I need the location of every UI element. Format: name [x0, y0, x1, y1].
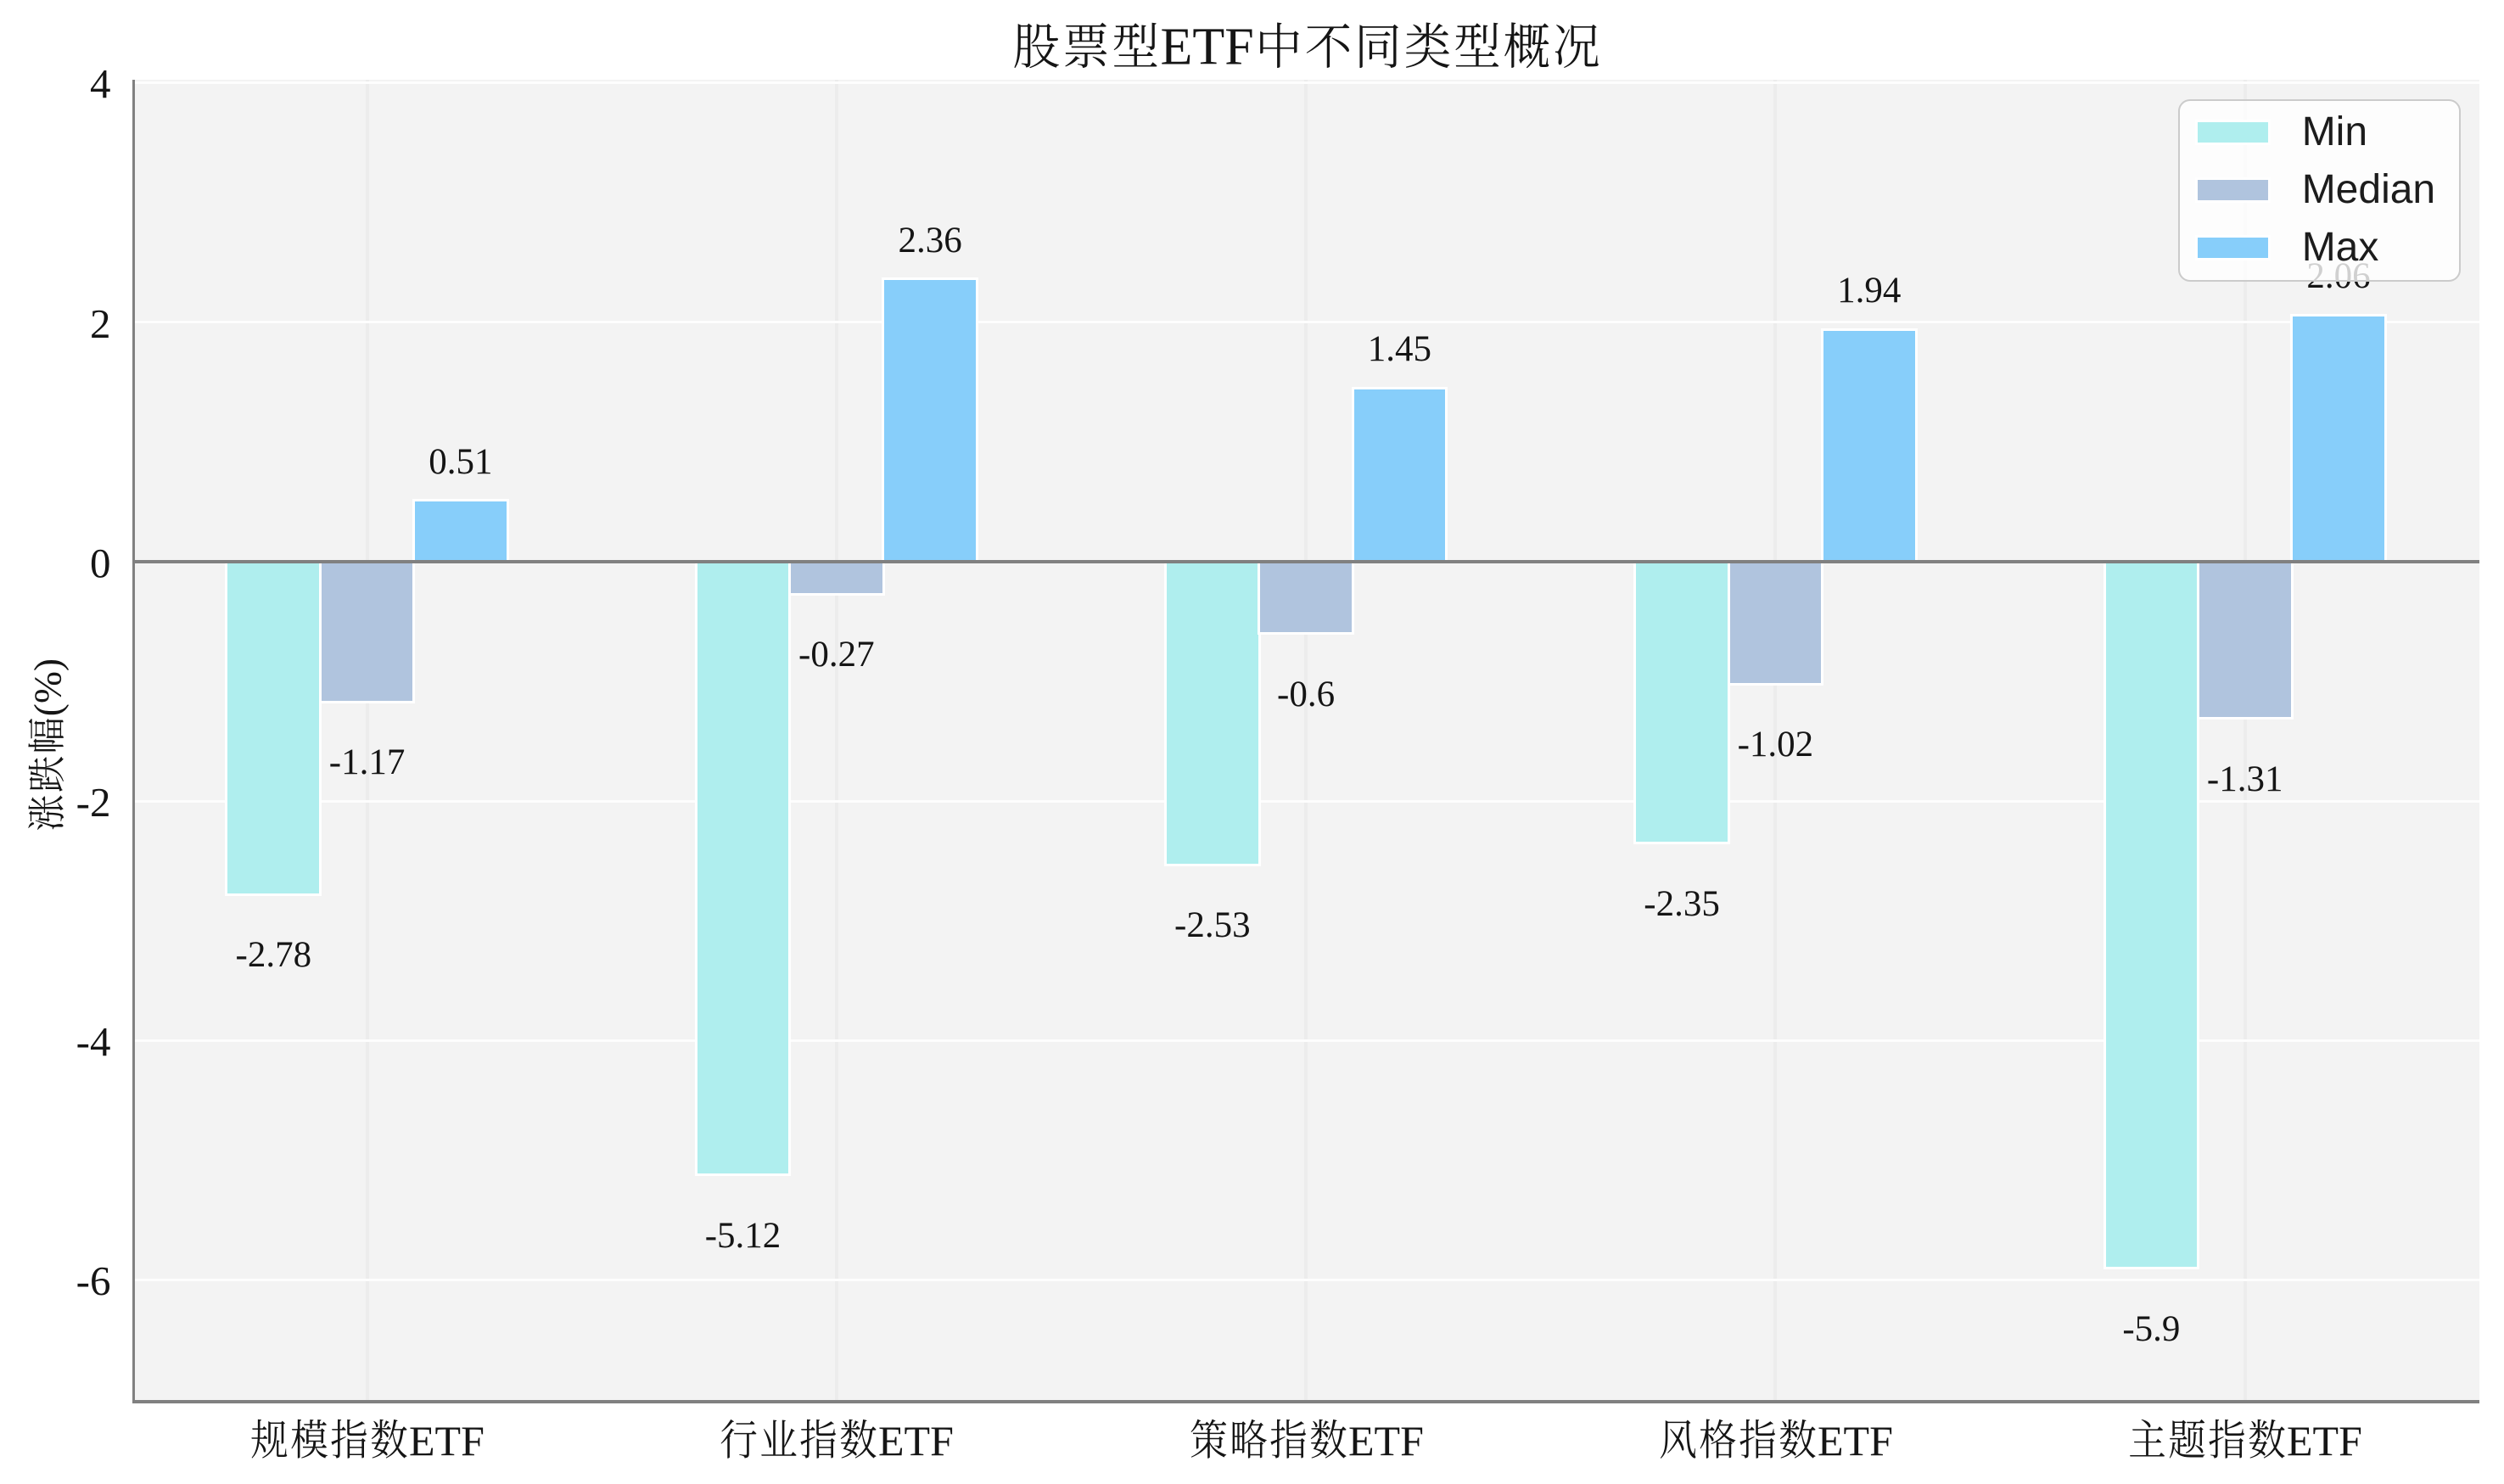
svg-text:(%): (%)	[25, 658, 69, 716]
svg-text:ETF: ETF	[2287, 1416, 2362, 1464]
svg-text:ETF: ETF	[878, 1416, 954, 1464]
svg-text:ETF: ETF	[1348, 1416, 1424, 1464]
svg-text:ETF: ETF	[1160, 18, 1253, 76]
svg-text:ETF: ETF	[1818, 1416, 1893, 1464]
svg-text:ETF: ETF	[409, 1416, 485, 1464]
